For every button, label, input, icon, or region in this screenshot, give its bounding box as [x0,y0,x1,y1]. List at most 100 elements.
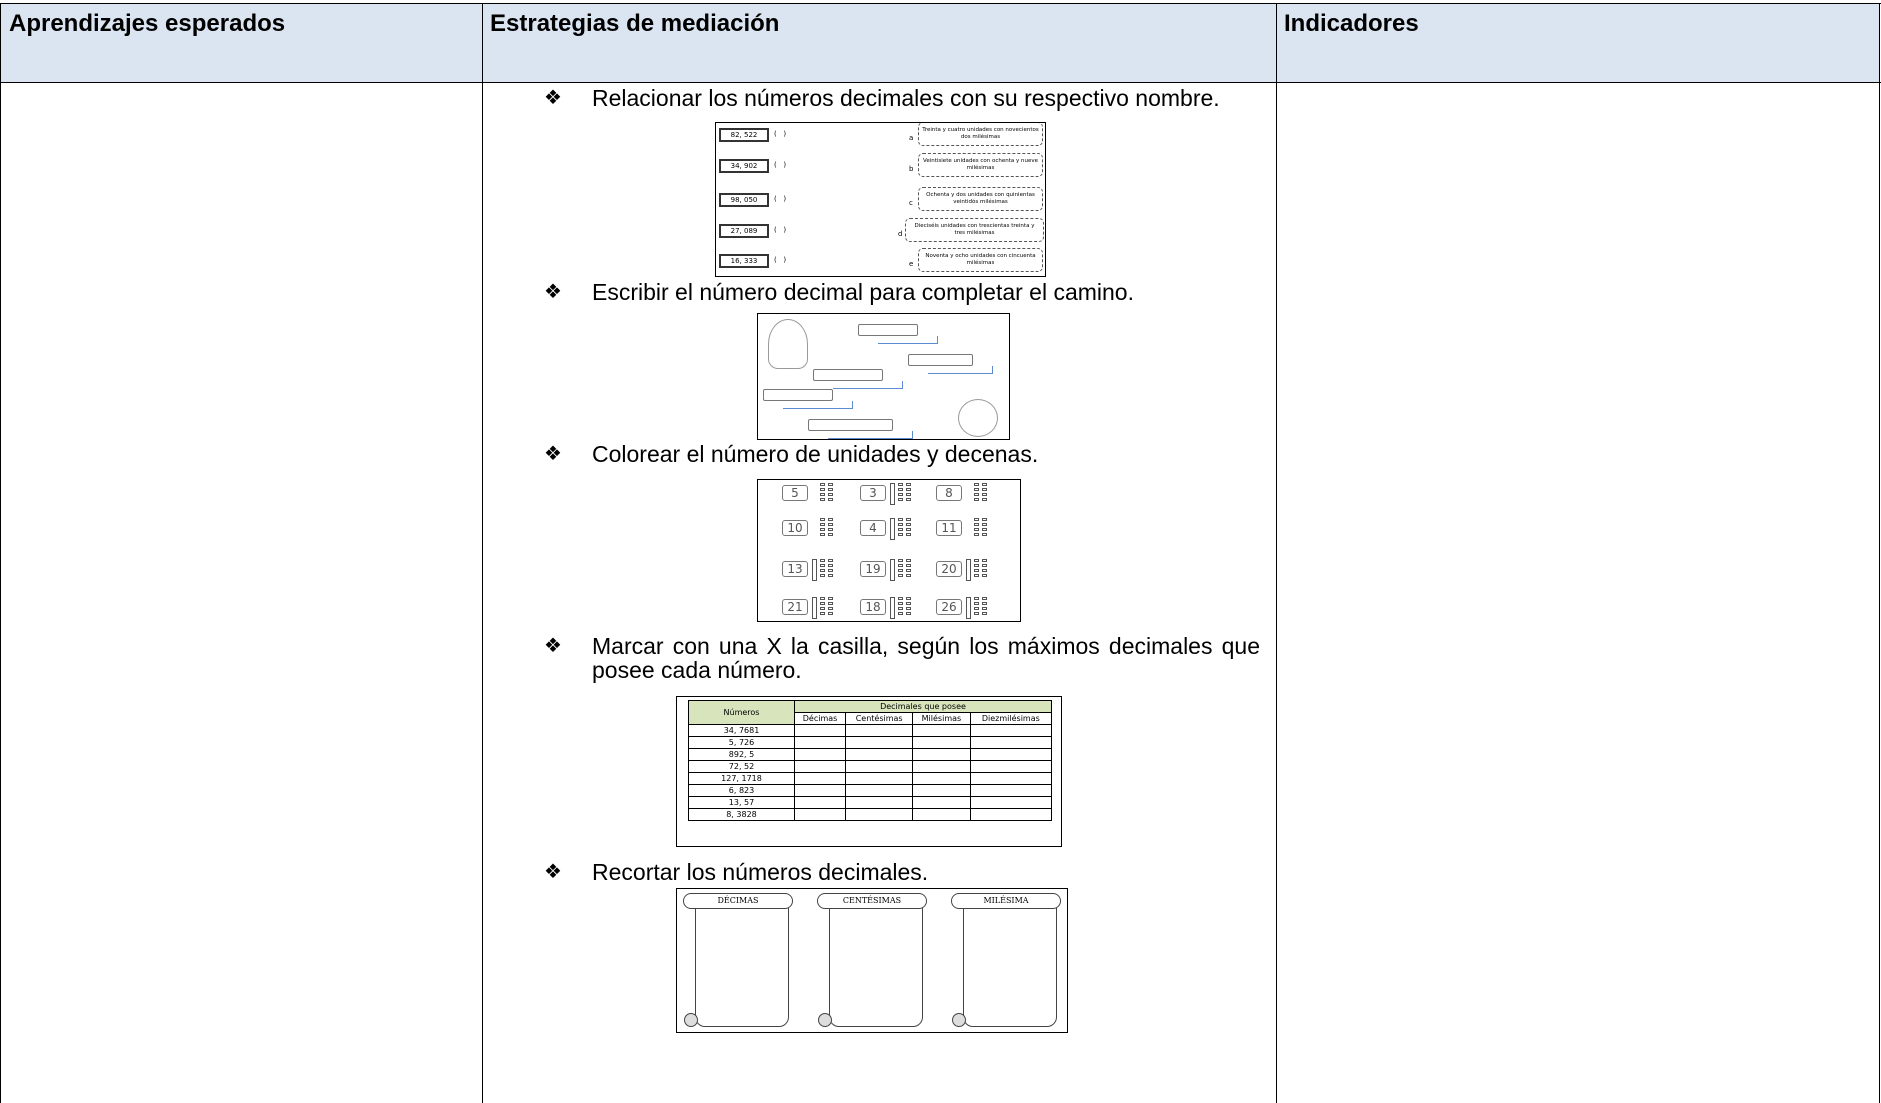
unit-block [828,569,833,572]
rod [890,597,895,619]
empty-cell [912,808,971,821]
unit-block [982,533,987,536]
number-cell: 5, 726 [688,736,795,749]
bullet: ❖ [544,635,562,657]
scroll-banner: CENTÉSIMAS [817,893,927,909]
header-cell: Indicadores [1276,4,1879,83]
empty-cell [793,796,847,809]
number-box: 26 [936,599,962,615]
unit-block [820,564,825,567]
strategy-text: Marcar con una X la casilla, según los m… [592,633,1260,683]
blank: ( ) [774,161,787,169]
bullet: ❖ [544,281,562,303]
unit-block [982,569,987,572]
scroll [695,901,789,1027]
unit-block [828,597,833,600]
unit-block [974,498,979,501]
unit-block [898,564,903,567]
scroll-curl [684,1013,698,1027]
path-box [858,324,918,336]
border [1276,4,1277,1103]
column-header: Centésimas [845,712,914,725]
number-box: 4 [860,520,886,536]
unit-block [974,607,979,610]
path-line [828,431,913,439]
number-cell: 892, 5 [688,748,795,761]
empty-cell [793,748,847,761]
number-cell: 13, 57 [688,796,795,809]
border [482,4,483,1103]
blank: ( ) [774,130,787,138]
table-row: Números Decimales que posee [688,700,1052,725]
unit-block [982,607,987,610]
empty-cell [969,736,1053,749]
unit-block [828,574,833,577]
empty-cell [912,724,971,737]
unit-block [906,612,911,615]
table-row: 8, 3828 [688,808,1053,821]
blank: ( ) [774,226,787,234]
unit-block [820,607,825,610]
unit-block [828,493,833,496]
figure-drawing [958,399,998,437]
border [1879,4,1880,1103]
scroll-banner: MILÉSIMA [951,893,1061,909]
unit-block [974,493,979,496]
number-cell: 8, 3828 [688,808,795,821]
unit-block [828,528,833,531]
empty-cell [912,736,971,749]
number-cell: 34, 7681 [688,724,795,737]
column-header: Diezmilésimas [969,712,1053,725]
unit-block [820,597,825,600]
empty-cell [912,772,971,785]
border [0,3,1881,4]
unit-block [898,597,903,600]
border [0,4,1,1103]
unit-block [898,569,903,572]
bullet: ❖ [544,861,562,883]
unit-block [982,518,987,521]
empty-cell [912,760,971,773]
unit-block [982,528,987,531]
unit-block [974,597,979,600]
empty-cell [969,772,1053,785]
unit-block [898,493,903,496]
unit-block [906,559,911,562]
empty-cell [969,748,1053,761]
unit-block [974,574,979,577]
unit-block [820,488,825,491]
unit-block [898,602,903,605]
unit-block [906,602,911,605]
unit-block [982,523,987,526]
path-box [808,419,893,431]
unit-block [906,574,911,577]
number-box: 21 [782,599,808,615]
unit-block [828,483,833,486]
phrase-box: Treinta y cuatro unidades con noveciento… [918,123,1043,146]
unit-block [898,533,903,536]
path-line [783,401,853,409]
empty-cell [793,724,847,737]
unit-block [828,518,833,521]
unit-block [828,607,833,610]
unit-block [974,612,979,615]
unit-block [974,533,979,536]
blank: ( ) [774,195,787,203]
path-line [928,366,993,374]
unit-block [820,602,825,605]
path-box [763,389,833,401]
unit-block [906,493,911,496]
path-figure [757,313,1010,440]
decimals-table-figure: Números Decimales que posee Décimas Centési… [676,696,1062,847]
unit-block [898,518,903,521]
bullet: ❖ [544,443,562,465]
unit-block [820,483,825,486]
unit-block [820,569,825,572]
unit-block [898,483,903,486]
empty-cell [845,748,914,761]
unit-block [982,488,987,491]
scroll-curl [818,1013,832,1027]
letter: e [909,260,914,268]
